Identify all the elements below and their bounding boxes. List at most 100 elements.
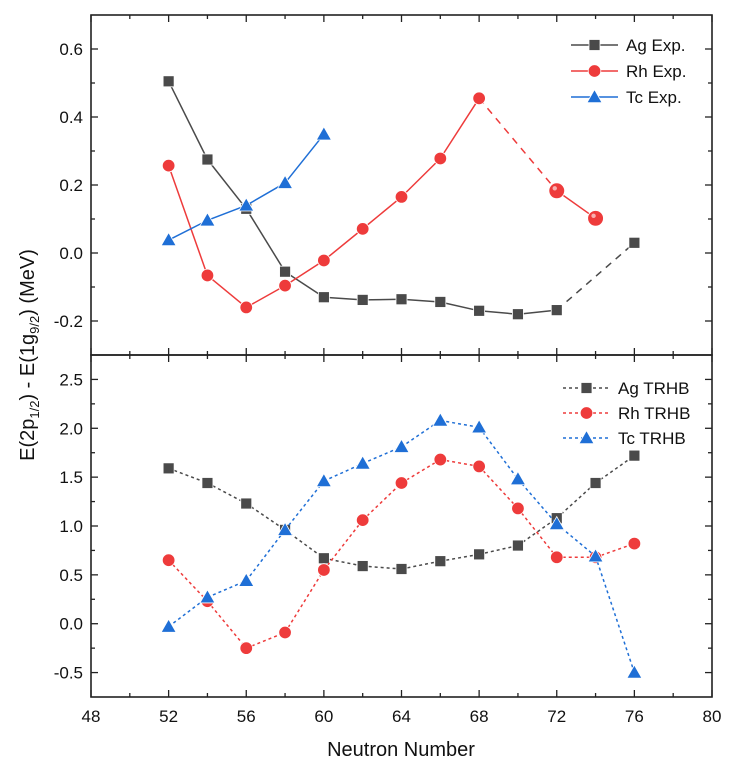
data-point [548,182,566,200]
legend-item: Ag TRHB [563,379,690,398]
data-point [628,236,641,249]
series-line-segment [245,529,286,582]
data-point [395,293,408,306]
y-tick-label: 0.6 [59,40,83,59]
series-line-segment [168,559,208,602]
data-point [161,553,176,567]
series-line-segment [168,467,208,484]
series-line-segment [207,482,247,505]
data-point [512,308,524,321]
data-point [355,222,370,236]
legend-marker [586,88,603,104]
data-point [238,197,255,212]
y-tick-label: 2.5 [59,370,83,389]
data-point [356,560,369,572]
series-line-segment [245,284,286,309]
data-point [393,438,410,453]
series-ag-trhb [162,449,641,575]
series-line-segment [207,204,247,222]
data-point [239,300,253,315]
legend-item: Rh TRHB [563,404,690,423]
y-tick-label: 0.2 [59,176,83,195]
data-point [472,91,486,106]
data-point [162,75,175,88]
series-line-segment [284,480,325,531]
y-tick-label: 1.5 [59,468,83,487]
y-tick-label: 2.0 [59,419,83,438]
series-line-segment [362,446,402,465]
series-line-segment [167,80,209,160]
series-line-segment [517,507,558,558]
data-point [394,476,409,490]
panel-theory: -0.5 0.0 0.5 1.0 1.5 2.0 2.5 Ag TRHB Rh TRHB Tc T… [54,354,713,698]
data-point [432,412,449,427]
x-tick-label: 60 [314,707,333,726]
series-line-segment [284,271,325,298]
x-tick-label: 72 [547,707,566,726]
y-axis-title-part-a: E(2p [17,419,39,461]
data-point [548,515,565,531]
series-line-segment [556,242,635,311]
series-line-segment [517,517,558,547]
series-line-segment [362,298,402,301]
data-point [199,589,216,604]
data-point [200,268,215,283]
data-point [276,174,294,189]
x-axis-tick-labels: 48 52 56 60 64 68 72 76 80 [82,707,722,726]
series-line-segment [323,519,364,571]
x-tick-label: 64 [392,707,411,726]
series-line-segment [479,310,519,315]
y-axis-title-sub-b: 9/2 [27,316,42,334]
y-tick-label: -0.5 [54,664,83,683]
legend-marker [580,382,593,394]
y-axis-title-part-b: ) - E(1g [17,334,39,401]
series-line-segment [167,165,209,276]
data-point [356,294,369,306]
data-point [315,472,333,488]
data-point [240,497,253,510]
series-line-segment [362,196,402,230]
data-point [160,231,177,247]
data-point [470,419,488,434]
legend: Ag Exp. Rh Exp. Tc Exp. [571,36,686,107]
y-axis-title-sub-a: 1/2 [27,401,42,419]
series-line-segment [595,542,635,558]
legend-label: Tc Exp. [626,88,682,107]
x-tick-label: 52 [159,707,178,726]
series-rh-exp [161,91,604,315]
data-point [278,625,292,640]
y-tick-label: 0.0 [59,615,83,634]
data-point [587,547,604,563]
series-line-segment [323,557,363,567]
data-point [239,641,253,655]
data-point [278,278,292,293]
data-point [433,452,448,467]
series-line-segment [440,553,480,562]
x-tick-label: 56 [237,707,256,726]
data-point [354,455,371,470]
series-line-segment [206,600,247,649]
data-point [394,190,409,204]
data-point [161,158,176,173]
data-point [162,462,175,475]
legend-label: Rh Exp. [626,62,686,81]
y-tick-label: 0.5 [59,566,83,585]
series-line-segment [517,478,558,525]
data-point [472,459,486,474]
data-point [315,126,333,141]
legend-marker [587,64,602,78]
data-point [550,304,563,317]
x-tick-label: 76 [625,707,644,726]
data-point [355,513,370,527]
data-point [473,548,486,561]
series-ag-exp [162,75,641,321]
data-point [201,153,214,166]
data-point [626,664,643,679]
legend-label: Tc TRHB [618,429,686,448]
series-line-segment [478,544,519,556]
series-line-segment [284,259,325,287]
series-line-segment [401,419,441,448]
y-tick-label: 0.4 [59,108,83,127]
legend-marker [588,39,601,51]
data-point [317,552,330,565]
